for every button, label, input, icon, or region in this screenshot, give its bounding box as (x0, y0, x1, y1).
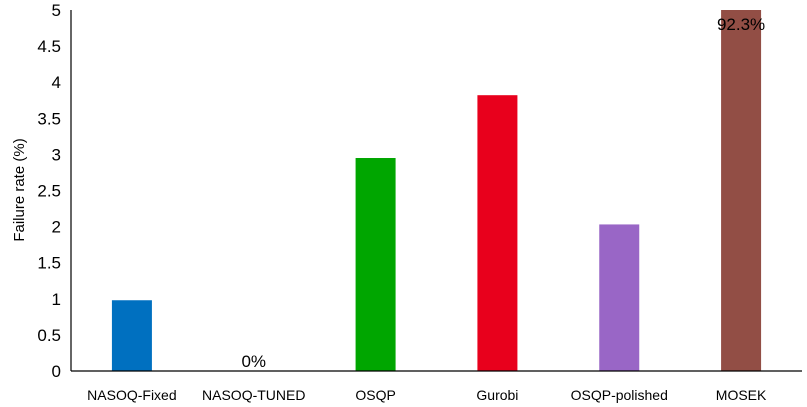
y-tick-label: 2 (52, 218, 61, 237)
bars (111, 10, 762, 372)
category-label: OSQP-polished (571, 387, 668, 403)
y-tick-label: 3.5 (37, 109, 61, 128)
y-tick-label: 0.5 (37, 326, 61, 345)
y-tick-label: 2.5 (37, 182, 61, 201)
y-tick-label: 1.5 (37, 254, 61, 273)
bar-gurobi (477, 95, 518, 372)
bar-osqp-polished (599, 224, 640, 371)
y-axis-ticks: 0 0.5 1 1.5 2 2.5 3 3.5 4 4.5 5 (37, 1, 61, 381)
data-label: 92.3% (717, 15, 765, 34)
y-tick-label: 3 (52, 145, 61, 164)
y-tick-label: 5 (52, 1, 61, 20)
category-label: OSQP (355, 387, 395, 403)
category-labels: NASOQ-Fixed NASOQ-TUNED OSQP Gurobi OSQP-pol… (87, 387, 767, 403)
y-axis-title: Failure rate (%) (11, 138, 28, 241)
category-label: MOSEK (716, 387, 767, 403)
y-tick-label: 1 (52, 290, 61, 309)
bar-osqp (355, 158, 396, 371)
data-labels: 0% 92.3% (241, 15, 765, 371)
bar-mosek (721, 10, 762, 371)
bar-nasoq-fixed (111, 300, 152, 371)
category-label: NASOQ-TUNED (202, 387, 305, 403)
category-label: NASOQ-Fixed (87, 387, 176, 403)
y-tick-label: 4.5 (37, 37, 61, 56)
category-label: Gurobi (476, 387, 518, 403)
y-tick-label: 4 (52, 73, 61, 92)
y-tick-label: 0 (52, 362, 61, 381)
data-label: 0% (241, 352, 266, 371)
